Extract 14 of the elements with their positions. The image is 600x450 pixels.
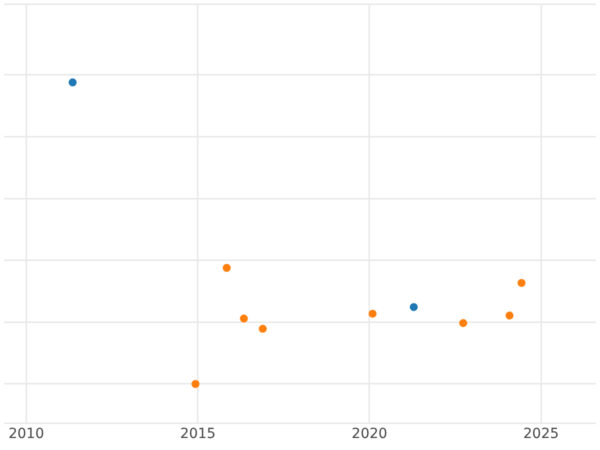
point — [410, 303, 418, 312]
point — [459, 319, 468, 328]
x-tick-label: 2025 — [523, 426, 559, 442]
x-tick-label: 2020 — [352, 426, 388, 442]
point — [68, 78, 77, 86]
x-tick-label: 2015 — [180, 426, 216, 442]
point — [222, 264, 231, 272]
point — [192, 380, 200, 388]
point — [506, 312, 514, 320]
point — [258, 324, 267, 333]
x-tick-label: 2010 — [8, 426, 44, 442]
point — [518, 278, 526, 287]
point — [240, 314, 248, 323]
point — [368, 310, 377, 318]
